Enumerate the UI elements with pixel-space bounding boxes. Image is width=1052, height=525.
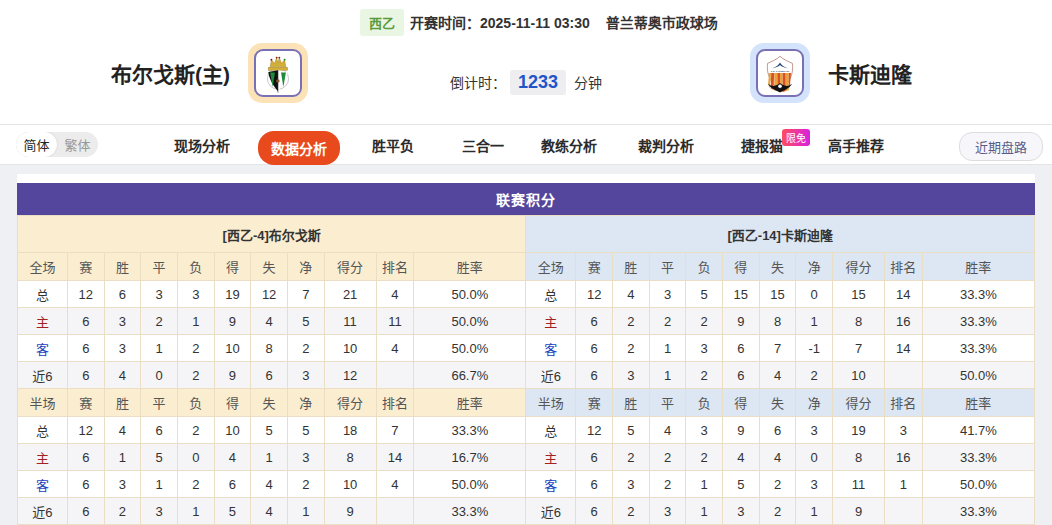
svg-text:C.D. CASTELLON: C.D. CASTELLON (771, 70, 790, 72)
